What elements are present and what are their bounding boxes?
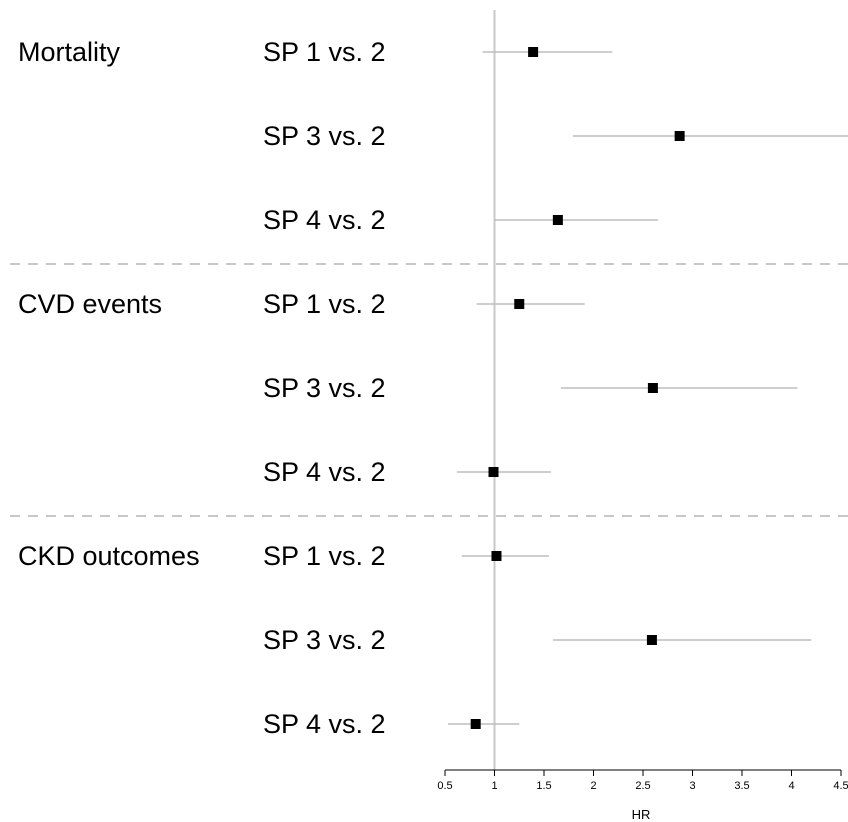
x-tick-label: 0.5 xyxy=(437,780,452,792)
x-tick-label: 4.5 xyxy=(833,780,848,792)
label-layer: Mortality SP 1 vs. 2 SP 3 vs. 2 SP 4 vs. 2 C… xyxy=(18,37,386,739)
x-tick-label: 4 xyxy=(788,780,794,792)
group-label: Mortality xyxy=(18,37,121,67)
x-axis-title: HR xyxy=(632,807,651,822)
group-label: CKD outcomes xyxy=(18,541,200,571)
x-tick-label: 2.5 xyxy=(635,780,650,792)
x-axis: HR 0.5 1 1.5 2 2.5 3 3.5 4 4.5 xyxy=(437,769,848,822)
data-layer xyxy=(447,47,848,729)
comparison-label: SP 3 vs. 2 xyxy=(263,121,386,151)
comparison-label: SP 4 vs. 2 xyxy=(263,205,386,235)
comparison-label: SP 3 vs. 2 xyxy=(263,373,386,403)
hr-marker xyxy=(647,383,658,393)
hr-marker xyxy=(514,299,525,309)
hr-marker xyxy=(646,635,657,645)
comparison-label: SP 4 vs. 2 xyxy=(263,709,386,739)
group-label: CVD events xyxy=(18,289,162,319)
separator-layer xyxy=(10,263,848,517)
x-tick-label: 3.5 xyxy=(734,780,749,792)
hr-marker xyxy=(491,551,502,561)
comparison-label: SP 4 vs. 2 xyxy=(263,457,386,487)
x-tick-label: 1 xyxy=(491,780,497,792)
hr-marker xyxy=(470,719,481,729)
hr-marker xyxy=(488,467,499,477)
x-tick-label: 3 xyxy=(689,780,695,792)
x-tick-label: 1.5 xyxy=(536,780,551,792)
x-tick-label: 2 xyxy=(590,780,596,792)
comparison-label: SP 3 vs. 2 xyxy=(263,625,386,655)
hr-marker xyxy=(528,47,539,57)
comparison-label: SP 1 vs. 2 xyxy=(263,289,386,319)
comparison-label: SP 1 vs. 2 xyxy=(263,37,386,67)
hr-marker xyxy=(552,215,563,225)
hr-marker xyxy=(674,131,685,141)
comparison-label: SP 1 vs. 2 xyxy=(263,541,386,571)
